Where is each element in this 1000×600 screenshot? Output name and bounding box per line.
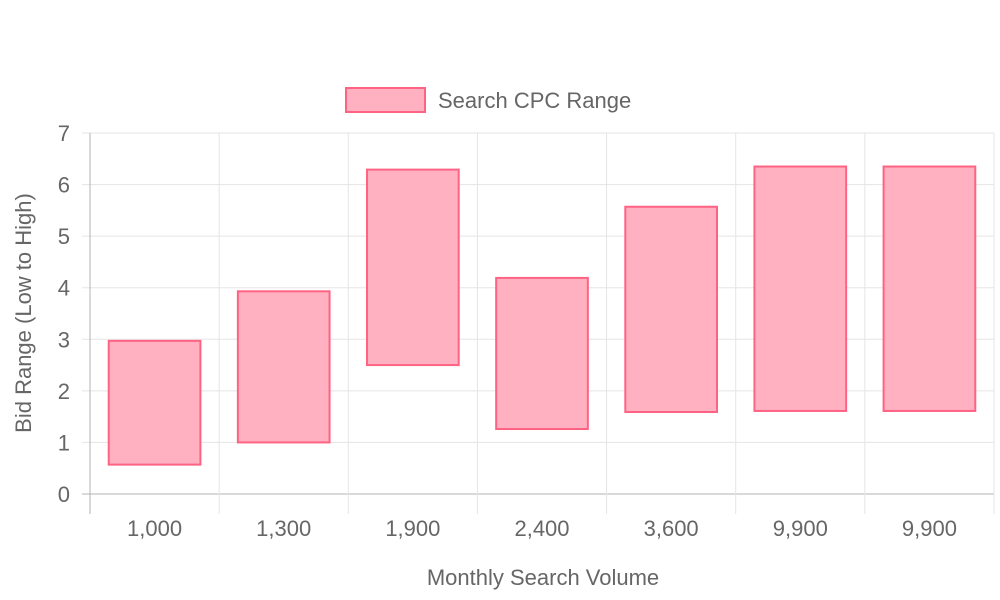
x-axis-title: Monthly Search Volume xyxy=(427,565,659,590)
y-tick-label: 6 xyxy=(58,173,70,198)
x-tick-label: 1,900 xyxy=(385,516,440,541)
y-tick-label: 3 xyxy=(58,327,70,352)
y-tick-label: 2 xyxy=(58,379,70,404)
y-tick-label: 0 xyxy=(58,482,70,507)
x-tick-label: 9,900 xyxy=(773,516,828,541)
bars xyxy=(107,165,977,466)
bar-7[interactable] xyxy=(882,165,977,412)
bar-1[interactable] xyxy=(107,339,202,466)
legend-swatch[interactable] xyxy=(345,87,426,113)
y-axis-title: Bid Range (Low to High) xyxy=(11,193,36,433)
legend-label[interactable]: Search CPC Range xyxy=(438,88,631,113)
x-tick-label: 2,400 xyxy=(514,516,569,541)
x-tick-label: 3,600 xyxy=(644,516,699,541)
legend[interactable]: Search CPC Range xyxy=(345,87,631,113)
bar-2[interactable] xyxy=(236,290,331,444)
x-tick-label: 1,300 xyxy=(256,516,311,541)
y-tick-label: 5 xyxy=(58,224,70,249)
bar-5[interactable] xyxy=(624,205,718,414)
y-tick-label: 4 xyxy=(58,276,70,301)
y-tick-label: 1 xyxy=(58,430,70,455)
bar-6[interactable] xyxy=(753,165,848,412)
bar-4[interactable] xyxy=(495,276,589,431)
y-tick-label: 7 xyxy=(58,121,70,146)
axes: 0 1 2 3 4 5 6 7 1,000 1,300 1,900 2,400 3,600 9,900 9,… xyxy=(58,121,957,541)
bar-3[interactable] xyxy=(366,168,460,367)
x-tick-label: 1,000 xyxy=(127,516,182,541)
x-tick-label: 9,900 xyxy=(902,516,957,541)
